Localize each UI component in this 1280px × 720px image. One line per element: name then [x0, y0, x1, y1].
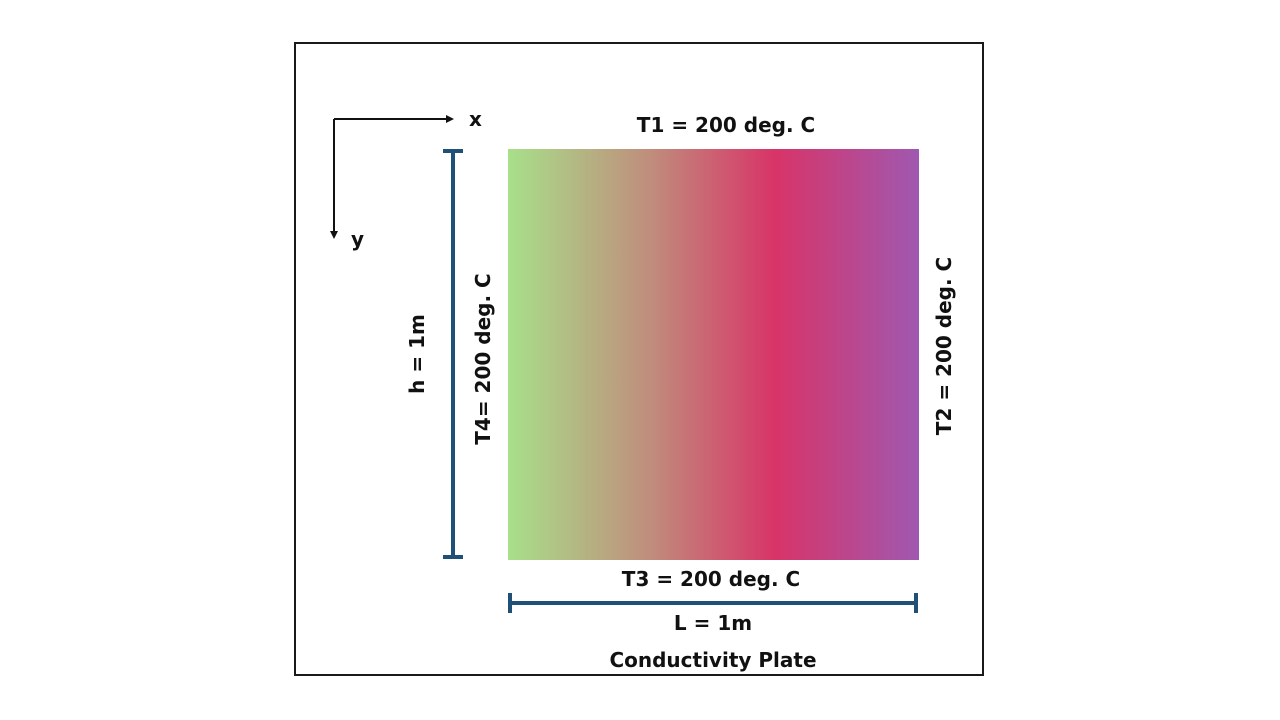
boundary-left-label: T4= 200 deg. C — [471, 273, 495, 444]
boundary-bottom-label: T3 = 200 deg. C — [622, 567, 800, 591]
conductivity-plate — [508, 149, 919, 560]
diagram-title: Conductivity Plate — [609, 648, 816, 672]
boundary-top-label: T1 = 200 deg. C — [637, 113, 815, 137]
diagram-frame — [294, 42, 984, 676]
coordinate-axes: x y — [330, 107, 482, 251]
height-dimension: h = 1m — [405, 149, 463, 559]
boundary-right-label: T2 = 200 deg. C — [932, 257, 956, 435]
length-dimension: L = 1m — [508, 593, 918, 635]
x-axis-label: x — [469, 107, 482, 131]
height-label: h = 1m — [405, 314, 429, 394]
y-axis-label: y — [351, 227, 364, 251]
length-label: L = 1m — [674, 611, 752, 635]
